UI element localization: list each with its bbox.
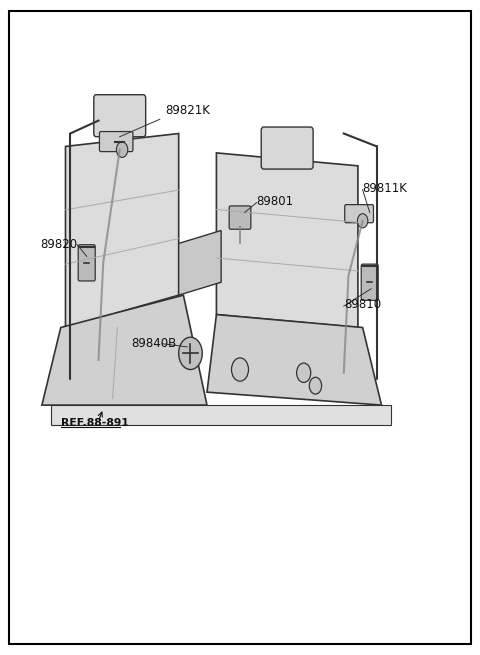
Circle shape xyxy=(358,214,368,228)
Polygon shape xyxy=(51,405,391,424)
Circle shape xyxy=(179,337,202,369)
Text: 89821K: 89821K xyxy=(166,104,211,117)
Polygon shape xyxy=(207,314,382,405)
FancyBboxPatch shape xyxy=(229,206,251,229)
FancyBboxPatch shape xyxy=(261,127,313,169)
FancyBboxPatch shape xyxy=(361,264,378,301)
Polygon shape xyxy=(179,231,221,295)
Text: 89811K: 89811K xyxy=(362,182,408,195)
Circle shape xyxy=(231,358,249,381)
FancyBboxPatch shape xyxy=(345,204,373,223)
Polygon shape xyxy=(216,153,358,328)
Circle shape xyxy=(297,363,311,383)
Text: REF.88-891: REF.88-891 xyxy=(61,418,129,428)
Circle shape xyxy=(117,142,128,157)
FancyBboxPatch shape xyxy=(99,132,133,151)
Text: 89840B: 89840B xyxy=(132,337,177,350)
Text: 89820: 89820 xyxy=(40,238,77,252)
Circle shape xyxy=(309,377,322,394)
Text: 89801: 89801 xyxy=(256,195,294,208)
Polygon shape xyxy=(42,295,207,405)
FancyBboxPatch shape xyxy=(94,95,145,137)
Text: 89810: 89810 xyxy=(344,299,381,311)
Polygon shape xyxy=(65,134,179,328)
FancyBboxPatch shape xyxy=(78,245,95,281)
